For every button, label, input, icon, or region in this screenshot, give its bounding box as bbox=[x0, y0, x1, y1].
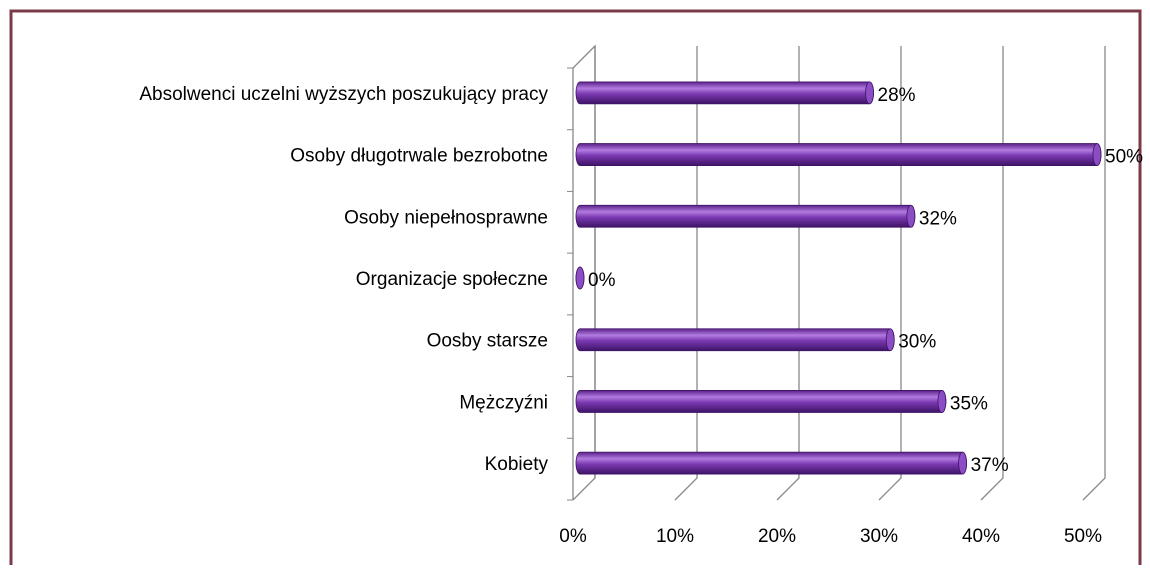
y-tick-label: Osoby długotrwale bezrobotne bbox=[290, 146, 548, 167]
bar-cap bbox=[865, 81, 874, 105]
bar-cap bbox=[885, 328, 895, 352]
grid-line bbox=[878, 46, 902, 501]
y-tick-label: Absolwenci uczelni wyższych poszukujący … bbox=[139, 84, 548, 105]
bar-cap bbox=[575, 266, 585, 290]
bar bbox=[575, 204, 916, 228]
data-label: 35% bbox=[950, 393, 988, 414]
x-tick-label: 20% bbox=[758, 526, 796, 547]
bar bbox=[575, 390, 947, 413]
bar bbox=[575, 328, 895, 352]
bar bbox=[575, 143, 1102, 166]
bar-cap bbox=[958, 451, 967, 475]
x-tick-label: 50% bbox=[1064, 526, 1102, 547]
data-label: 50% bbox=[1105, 147, 1143, 168]
x-tick-label: 30% bbox=[860, 526, 898, 547]
data-label: 32% bbox=[919, 208, 957, 229]
y-tick-label: Osoby niepełnosprawne bbox=[344, 207, 548, 228]
frame bbox=[9, 9, 1142, 565]
grid-line bbox=[674, 46, 698, 501]
grid-line bbox=[572, 46, 596, 501]
bar-cap bbox=[937, 390, 947, 413]
x-tick-label: 40% bbox=[962, 526, 1000, 547]
y-tick-label: Organizacje społeczne bbox=[356, 269, 548, 290]
x-tick-label: 10% bbox=[656, 526, 694, 547]
grid-line bbox=[776, 46, 800, 501]
bar-cap bbox=[906, 204, 916, 228]
x-tick-label: 0% bbox=[559, 526, 587, 547]
bar bbox=[575, 81, 874, 105]
grid-line bbox=[1082, 46, 1106, 501]
data-label: 0% bbox=[588, 270, 616, 291]
y-tick-label: Oosby starsze bbox=[427, 331, 548, 352]
y-tick-label: Mężczyźni bbox=[459, 392, 548, 413]
grid-line bbox=[980, 46, 1004, 501]
data-label: 30% bbox=[898, 332, 936, 353]
bar bbox=[575, 451, 967, 475]
data-label: 37% bbox=[971, 455, 1009, 476]
bar-cap bbox=[1092, 143, 1102, 166]
data-label: 28% bbox=[878, 85, 916, 106]
y-tick-label: Kobiety bbox=[485, 454, 549, 475]
